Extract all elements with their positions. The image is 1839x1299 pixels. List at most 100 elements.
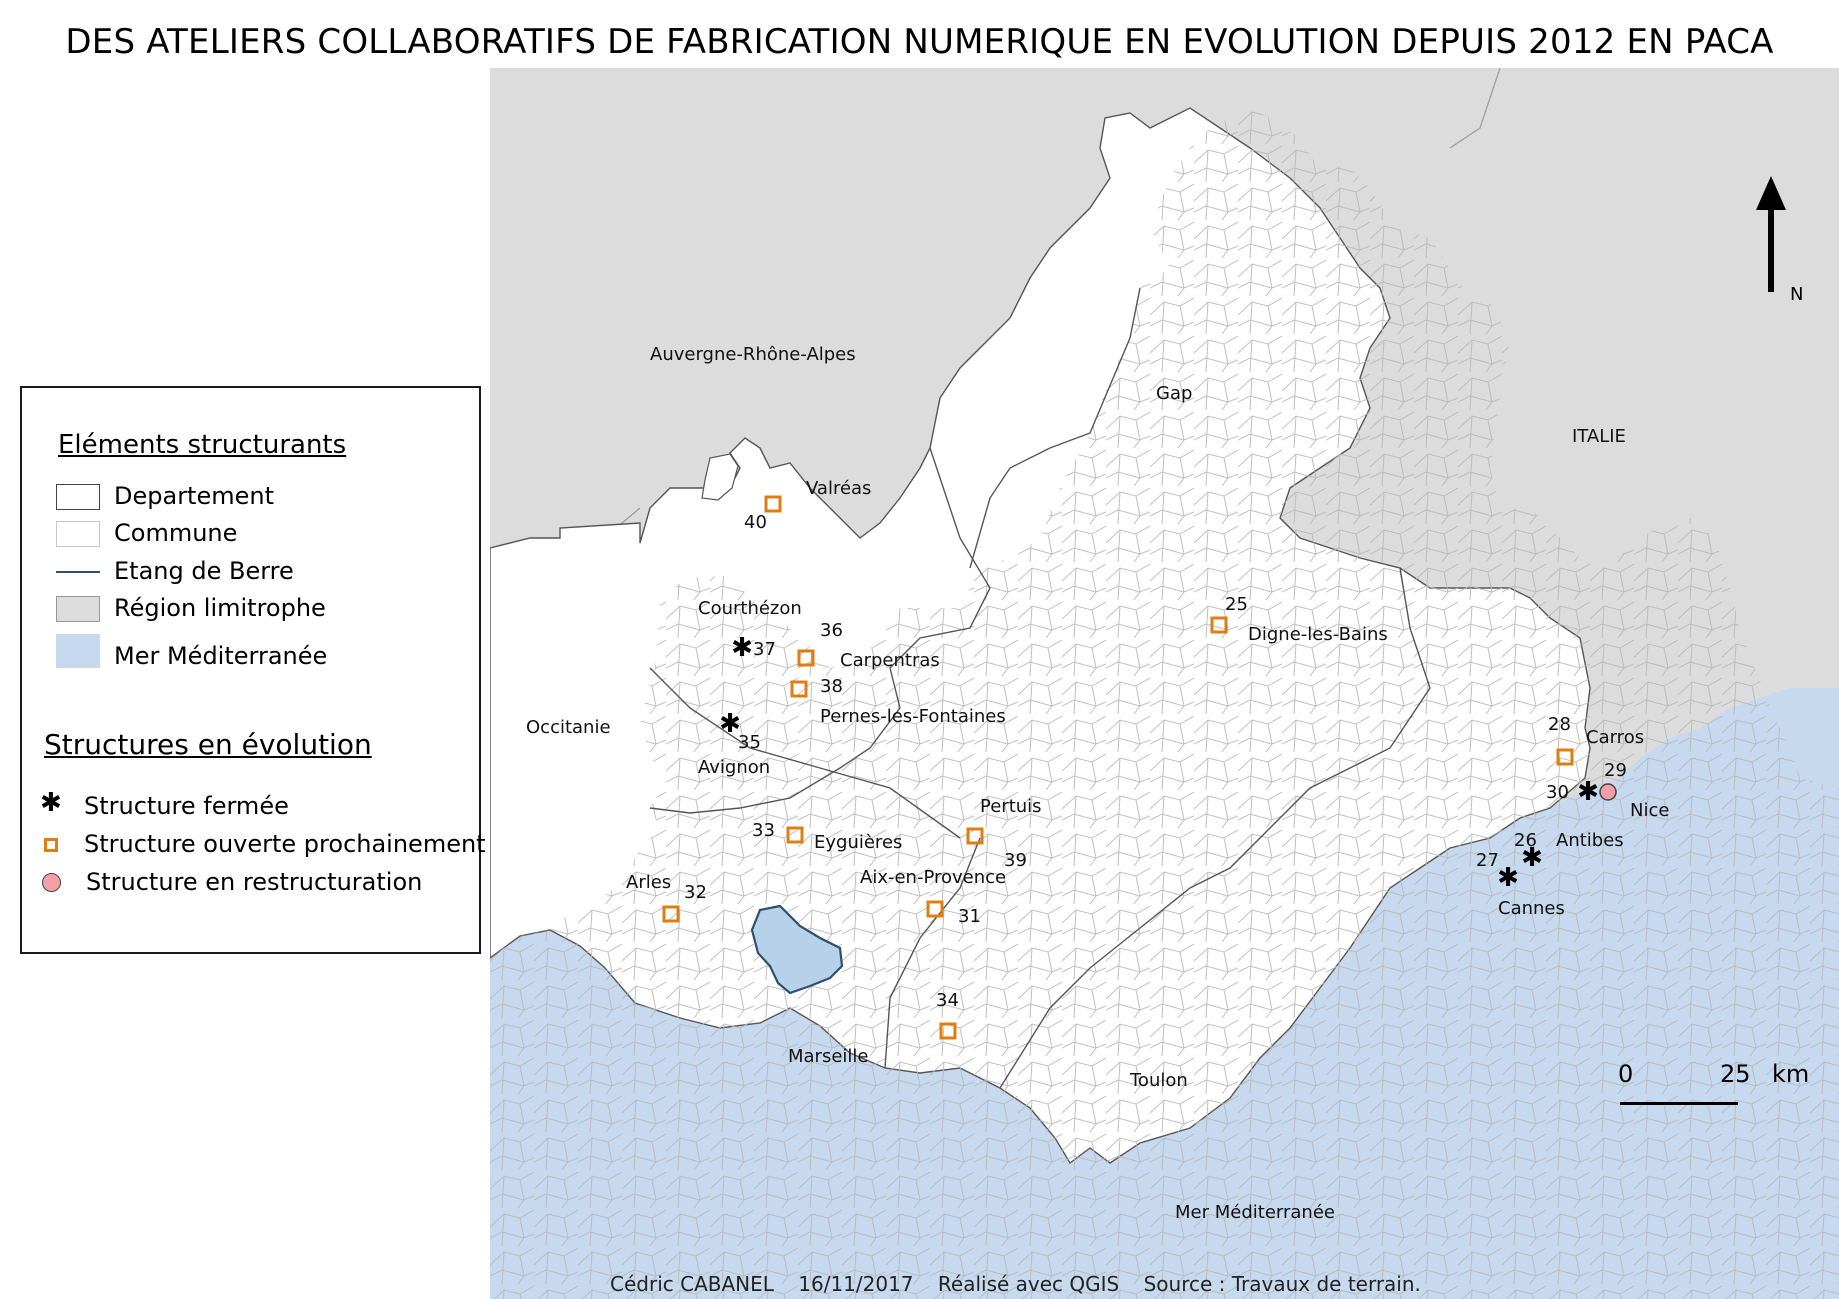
city-eyguieres: Eyguières <box>814 832 902 853</box>
city-pertuis: Pertuis <box>980 796 1042 817</box>
city-marseille: Marseille <box>788 1046 869 1067</box>
marker-label-28: 28 <box>1548 714 1571 735</box>
marker-38 <box>790 680 808 698</box>
svg-text:✱: ✱ <box>731 633 753 663</box>
marker-39 <box>966 827 984 845</box>
city-antibes: Antibes <box>1556 830 1624 851</box>
marker-label-40: 40 <box>744 512 767 533</box>
marker-26: ✱ <box>1521 843 1543 873</box>
north-label: N <box>1790 284 1804 305</box>
scale-line <box>1620 1102 1738 1105</box>
legend-label-etang: Etang de Berre <box>114 557 294 585</box>
etang-de-berre <box>750 904 844 995</box>
footer-source: Source : Travaux de terrain. <box>1143 1272 1421 1296</box>
departement-border-line <box>969 287 1141 569</box>
city-digne: Digne-les-Bains <box>1248 624 1388 645</box>
marker-33 <box>786 826 804 844</box>
italy-border-line <box>1449 68 1501 149</box>
marker-label-26: 26 <box>1514 830 1537 851</box>
marker-label-39: 39 <box>1004 850 1027 871</box>
north-arrow-head <box>1756 176 1786 210</box>
legend-label-ouverte: Structure ouverte prochainement <box>84 830 486 858</box>
marker-label-25: 25 <box>1225 594 1248 615</box>
valreas-enclave <box>701 453 739 501</box>
legend-box: Eléments structurants Departement Commun… <box>20 386 486 954</box>
scale-end: 25 <box>1720 1060 1751 1088</box>
city-gap: Gap <box>1156 383 1192 404</box>
city-aix: Aix-en-Provence <box>860 867 1006 888</box>
svg-text:✱: ✱ <box>1497 863 1519 893</box>
legend-label-commune: Commune <box>114 519 238 547</box>
marker-30: ✱ <box>1577 777 1599 807</box>
marker-32 <box>662 905 680 923</box>
north-arrow: N <box>1752 176 1803 306</box>
marker-label-27: 27 <box>1476 850 1499 871</box>
swatch-ouverte-icon <box>44 838 58 852</box>
legend-label-mer: Mer Méditerranée <box>114 642 328 670</box>
city-carpentras: Carpentras <box>840 650 940 671</box>
map-title: DES ATELIERS COLLABORATIFS DE FABRICATIO… <box>65 22 1774 62</box>
map-canvas: Auvergne-Rhône-Alpes Occitanie ITALIE Me… <box>490 68 1839 1299</box>
label-italie: ITALIE <box>1572 426 1626 447</box>
swatch-mer <box>56 634 100 668</box>
marker-40 <box>764 495 782 513</box>
legend-label-restructuration: Structure en restructuration <box>86 868 423 896</box>
swatch-region-limitrophe <box>56 596 100 622</box>
footer-credits: Cédric CABANEL 16/11/2017 Réalisé avec Q… <box>610 1272 1439 1296</box>
marker-label-35: 35 <box>738 732 761 753</box>
marker-25 <box>1210 616 1228 634</box>
swatch-etang <box>56 571 100 573</box>
marker-label-32: 32 <box>684 882 707 903</box>
departement-border-line <box>649 447 991 814</box>
footer-date: 16/11/2017 <box>798 1272 914 1296</box>
city-arles: Arles <box>626 872 671 893</box>
label-mer: Mer Méditerranée <box>1175 1202 1335 1223</box>
legend-label-fermee: Structure fermée <box>84 792 289 820</box>
legend-heading-elements: Eléments structurants <box>58 430 347 460</box>
scale-unit: km <box>1772 1060 1810 1088</box>
label-occitanie: Occitanie <box>526 717 611 738</box>
marker-label-31: 31 <box>958 906 981 927</box>
marker-label-33: 33 <box>752 820 775 841</box>
city-pernes: Pernes-les-Fontaines <box>820 706 1006 727</box>
legend-label-departement: Departement <box>114 482 274 510</box>
city-valreas: Valréas <box>806 478 871 499</box>
marker-label-36: 36 <box>820 620 843 641</box>
svg-text:✱: ✱ <box>1577 777 1599 807</box>
marker-34 <box>939 1022 957 1040</box>
scale-bar: 0 25 km <box>1612 1060 1812 1120</box>
marker-label-34: 34 <box>936 990 959 1011</box>
city-cannes: Cannes <box>1498 898 1565 919</box>
marker-28 <box>1556 748 1574 766</box>
scale-start: 0 <box>1618 1060 1634 1088</box>
departement-border-line <box>649 667 961 839</box>
footer-author: Cédric CABANEL <box>610 1272 774 1296</box>
swatch-departement <box>56 484 100 510</box>
swatch-fermee-icon: ✱ <box>40 788 62 818</box>
marker-37: ✱ <box>731 633 753 663</box>
departement-border-line <box>999 567 1431 1089</box>
label-aura: Auvergne-Rhône-Alpes <box>650 344 856 365</box>
swatch-restructuration-icon <box>42 873 61 892</box>
city-courthezon: Courthézon <box>698 598 802 619</box>
marker-35: ✱ <box>719 709 741 739</box>
departement-border-line <box>884 837 981 1069</box>
city-carros: Carros <box>1586 727 1644 748</box>
footer-tool: Réalisé avec QGIS <box>937 1272 1120 1296</box>
legend-heading-structures: Structures en évolution <box>44 728 372 761</box>
city-avignon: Avignon <box>698 757 770 778</box>
marker-label-38: 38 <box>820 676 843 697</box>
map-frame: Auvergne-Rhône-Alpes Occitanie ITALIE Me… <box>490 68 1839 1299</box>
marker-27: ✱ <box>1497 863 1519 893</box>
marker-29 <box>1599 783 1617 801</box>
swatch-commune <box>56 521 100 547</box>
marker-label-37: 37 <box>753 639 776 660</box>
marker-31 <box>926 900 944 918</box>
legend-label-region-limitrophe: Région limitrophe <box>114 594 326 622</box>
marker-label-30: 30 <box>1546 782 1569 803</box>
svg-text:✱: ✱ <box>1521 843 1543 873</box>
city-toulon: Toulon <box>1129 1070 1188 1091</box>
north-arrow-shaft <box>1768 206 1774 292</box>
city-nice: Nice <box>1630 800 1669 821</box>
marker-36 <box>797 649 815 667</box>
